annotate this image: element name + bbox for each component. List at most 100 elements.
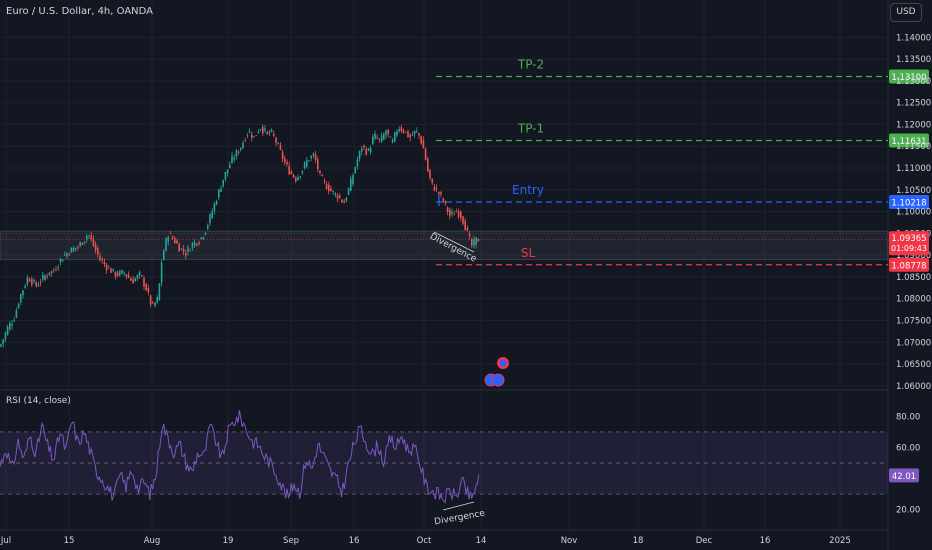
candle-body <box>418 133 420 136</box>
candle-body <box>11 323 13 326</box>
candle-body <box>422 139 425 149</box>
candle-body <box>59 258 62 263</box>
candle-body <box>253 136 255 138</box>
candle-body <box>433 186 436 191</box>
currency-button[interactable]: USD <box>890 3 922 22</box>
candle-body <box>477 238 480 242</box>
candle-body <box>79 242 81 246</box>
candle-body <box>383 133 385 140</box>
candle-body <box>39 282 42 283</box>
candle-body <box>143 277 145 287</box>
candle-body <box>193 242 196 246</box>
candle-body <box>24 285 26 288</box>
candle-body <box>429 169 431 178</box>
candle-body <box>468 234 471 237</box>
rsi-divergence-line <box>442 501 475 511</box>
candle-body <box>0 344 2 347</box>
candle-body <box>251 134 253 138</box>
candle-body <box>281 151 284 160</box>
candle-body <box>231 155 233 164</box>
candle-body <box>310 155 312 158</box>
candle-body <box>248 131 251 133</box>
candle-body <box>398 129 400 132</box>
candle-body <box>222 179 224 187</box>
level-price-tag <box>889 133 929 148</box>
trade-levels: TP-2 TP-1 Entry SL <box>0 57 888 266</box>
candle-body <box>376 137 378 139</box>
rsi-value-text: 42.01 <box>892 472 916 482</box>
candle-body <box>165 238 167 251</box>
price-tick-label: 1.12000 <box>896 120 931 130</box>
candle-body <box>171 237 174 239</box>
candle-body <box>244 140 246 141</box>
price-tick-label: 1.14000 <box>896 33 931 43</box>
candle-body <box>259 129 262 130</box>
candle-body <box>317 159 319 170</box>
candle-body <box>101 259 103 261</box>
candle-body <box>240 147 242 150</box>
candle-body <box>325 184 328 190</box>
candle-body <box>345 197 348 201</box>
time-tick-label: Nov <box>561 536 578 546</box>
candle-body <box>246 134 249 136</box>
candle-body <box>453 214 455 216</box>
candle-body <box>385 131 387 136</box>
candle-body <box>270 129 273 132</box>
candle-body <box>413 130 416 135</box>
candle-body <box>323 180 326 182</box>
candle-body <box>130 278 132 281</box>
price-tick-label: 1.09000 <box>896 251 931 261</box>
candle-body <box>363 145 365 147</box>
price-tick-label: 1.10500 <box>896 186 931 196</box>
candle-body <box>464 220 466 231</box>
candle-body <box>94 244 97 250</box>
bar-countdown-text: 01:09:43 <box>891 244 927 253</box>
candle-body <box>378 138 381 140</box>
candle-body <box>226 169 229 174</box>
candle-body <box>6 326 9 335</box>
candle-body <box>26 277 29 285</box>
candle-body <box>475 237 477 245</box>
candle-body <box>42 274 44 280</box>
candle-body <box>48 272 51 275</box>
price-tick-label: 1.08000 <box>896 295 931 305</box>
candle-body <box>20 294 22 303</box>
candle-body <box>471 238 473 246</box>
candle-body <box>99 256 101 260</box>
time-tick-label: Jul <box>0 536 11 546</box>
eu-flag-icon <box>491 373 505 387</box>
candle-body <box>455 211 458 213</box>
candle-body <box>191 242 194 248</box>
time-tick-label: 14 <box>476 536 487 546</box>
time-tick-label: Sep <box>283 536 299 546</box>
candle-body <box>174 238 176 244</box>
candle-body <box>86 235 88 240</box>
candle-body <box>402 129 405 133</box>
candle-body <box>372 136 374 145</box>
candle-body <box>218 189 220 198</box>
candle-body <box>279 144 282 150</box>
candle-body <box>189 250 191 252</box>
candle-body <box>306 160 308 167</box>
candle-body <box>235 150 238 157</box>
candle-body <box>396 131 398 136</box>
price-tick-label: 1.11500 <box>896 142 931 152</box>
level-price-tag-text: 1.08778 <box>891 261 926 271</box>
candle-body <box>105 264 108 271</box>
candle-body <box>114 271 117 277</box>
candle-body <box>268 132 271 134</box>
candle-body <box>33 279 35 282</box>
candle-body <box>266 131 268 134</box>
price-tick-label: 1.11000 <box>896 164 931 174</box>
candle-body <box>158 283 161 301</box>
candle-body <box>365 148 367 155</box>
candle-body <box>198 242 200 244</box>
level-label-entry: Entry <box>512 183 544 197</box>
candle-body <box>451 211 453 215</box>
candle-body <box>389 136 392 138</box>
candle-body <box>46 276 48 277</box>
rsi-value-tag <box>889 468 919 483</box>
candle-body <box>88 235 90 237</box>
price-tick-label: 1.10000 <box>896 208 931 218</box>
